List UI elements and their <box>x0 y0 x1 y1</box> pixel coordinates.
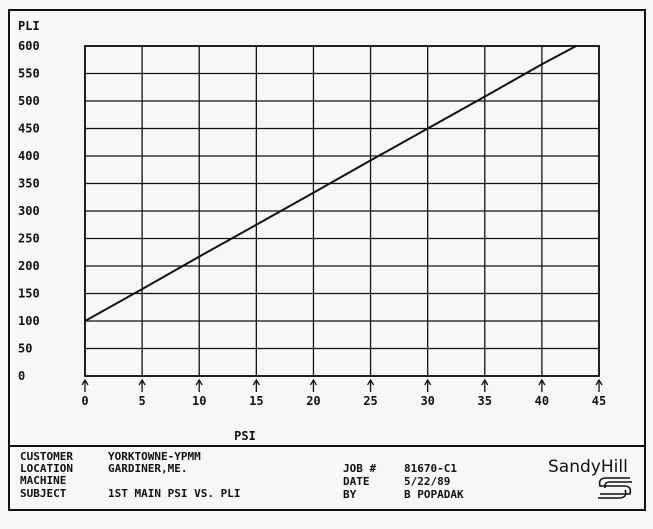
x-tick-label: 15 <box>249 394 263 408</box>
subject-value: 1ST MAIN PSI VS. PLI <box>108 487 240 500</box>
location-value: GARDINER,ME. <box>108 462 187 475</box>
sandyhill-logo: SandyHill <box>548 457 632 499</box>
y-tick-label: 0 <box>18 369 25 383</box>
brand-mark-icon <box>598 477 632 499</box>
x-tick-label: 25 <box>363 394 377 408</box>
x-tick-label: 40 <box>535 394 549 408</box>
x-tick-arrowhead <box>309 378 318 386</box>
y-tick-label: 250 <box>18 232 40 246</box>
x-tick-arrowhead <box>424 378 432 386</box>
x-tick-label: 30 <box>420 394 434 408</box>
x-tick-arrowhead <box>81 378 89 386</box>
y-tick-label: 150 <box>18 287 40 301</box>
plot-area: 0 50 100 150 200 250 300 350 400 450 500 550 600 0 5 10… <box>18 39 606 408</box>
data-point <box>575 45 577 47</box>
customer-label: CUSTOMER <box>20 450 73 463</box>
plot-border <box>84 45 600 377</box>
by-value: B POPADAK <box>404 488 464 501</box>
y-axis-title: PLI <box>18 19 40 33</box>
date-value: 5/22/89 <box>404 475 450 488</box>
subject-label: SUBJECT <box>20 487 67 500</box>
x-tick-label: 10 <box>192 394 206 408</box>
data-point <box>255 224 257 226</box>
x-axis-title: PSI <box>234 429 256 443</box>
y-tick-label: 200 <box>18 259 40 273</box>
by-label: BY <box>343 488 357 501</box>
x-tick-arrowhead <box>252 378 260 386</box>
data-point <box>312 192 315 194</box>
x-tick-arrowhead <box>595 378 603 386</box>
x-tick-label: 20 <box>306 394 320 408</box>
data-point <box>141 288 143 290</box>
y-tick-label: 50 <box>18 342 32 356</box>
info-block: CUSTOMER YORKTOWNE-YPMM LOCATION GARDINE… <box>20 450 464 501</box>
data-point <box>198 256 200 258</box>
machine-label: MACHINE <box>20 474 66 487</box>
data-point <box>369 159 372 161</box>
date-label: DATE <box>343 475 370 488</box>
data-point <box>84 320 86 322</box>
y-tick-label: 550 <box>18 67 40 81</box>
y-tick-label: 500 <box>18 94 40 108</box>
x-tick-arrowhead <box>481 378 489 386</box>
brand-name: SandyHill <box>548 457 628 477</box>
series-line <box>84 45 577 322</box>
job-label: JOB # <box>343 462 376 475</box>
x-tick-label: 0 <box>81 394 88 408</box>
x-tick-label: 5 <box>138 394 145 408</box>
x-tick-arrowhead <box>195 378 203 386</box>
outer-frame <box>8 9 646 511</box>
location-label: LOCATION <box>20 462 73 475</box>
data-point <box>484 96 486 98</box>
x-tick-arrowhead <box>538 378 546 386</box>
y-tick-label: 350 <box>18 177 40 191</box>
x-tick-label: 35 <box>478 394 492 408</box>
y-tick-label: 100 <box>18 314 40 328</box>
data-point <box>541 63 543 65</box>
x-tick-label: 45 <box>592 394 606 408</box>
customer-value: YORKTOWNE-YPMM <box>108 450 201 463</box>
data-point <box>427 127 429 130</box>
job-value: 81670-C1 <box>404 462 457 475</box>
y-tick-label: 300 <box>18 204 40 218</box>
x-tick-arrowhead <box>366 378 375 386</box>
y-tick-label: 600 <box>18 39 40 53</box>
y-tick-label: 400 <box>18 149 40 163</box>
x-tick-arrowhead <box>138 378 146 386</box>
y-tick-label: 450 <box>18 122 40 136</box>
